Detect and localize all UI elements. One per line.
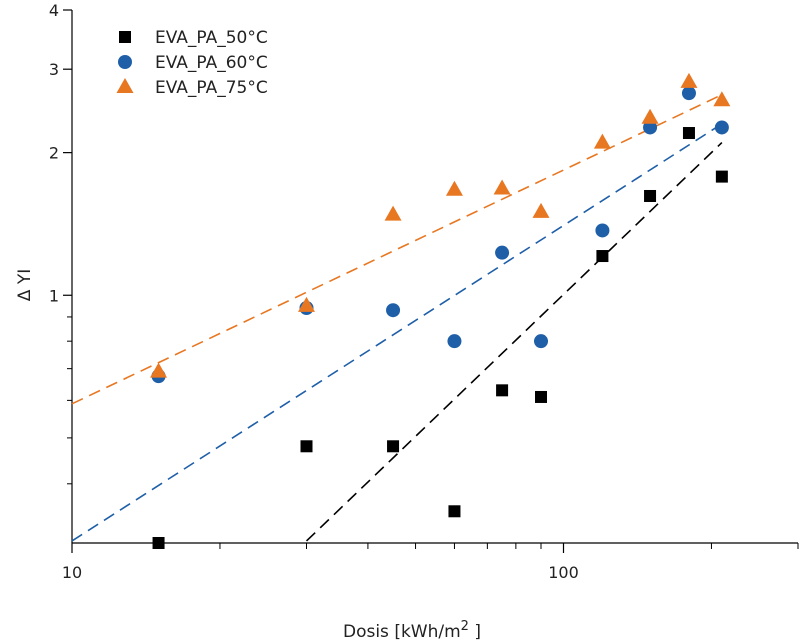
x-axis-title: Dosis [kWh/m2 ]: [343, 619, 481, 642]
x-axis-title-end: ]: [469, 622, 481, 642]
triangle-data-point: [641, 108, 659, 124]
square-data-point: [448, 505, 461, 518]
circle-data-point: [681, 86, 696, 101]
legend-label: EVA_PA_75°C: [155, 78, 268, 98]
y-axis-title: Δ YI: [15, 269, 35, 301]
circle-data-point: [714, 120, 729, 135]
x-axis-title-main: Dosis [kWh/m: [343, 622, 461, 642]
triangle-data-point: [445, 180, 463, 196]
square-data-point: [682, 127, 695, 140]
y-tick-label: 2: [49, 144, 59, 163]
x-axis-title-superscript: 2: [461, 619, 469, 634]
plot-frame: [71, 10, 798, 544]
legend-marker: [119, 31, 131, 43]
square-data-point: [152, 537, 165, 549]
triangle-data-point: [593, 133, 611, 149]
triangle-data-point: [493, 179, 511, 195]
x-tick-label: 100: [548, 563, 579, 582]
legend-label: EVA_PA_60°C: [155, 53, 268, 73]
circle-data-point: [534, 334, 549, 349]
triangle-data-point: [298, 296, 316, 312]
fit-line: [71, 94, 723, 405]
circle-data-point: [386, 303, 401, 318]
circle-data-point: [643, 120, 658, 135]
x-tick-label: 10: [62, 563, 82, 582]
circle-data-point: [495, 245, 510, 260]
triangle-data-point: [713, 91, 731, 107]
triangle-data-point: [532, 202, 550, 218]
fit-lines: [71, 94, 723, 542]
square-data-point: [644, 189, 657, 202]
circle-data-point: [595, 223, 610, 238]
axis-ticks: 10 100 1 2 3 4: [49, 1, 799, 582]
data-markers: [150, 72, 731, 549]
square-data-point: [596, 250, 609, 263]
y-tick-label: 1: [49, 286, 59, 305]
y-tick-label: 3: [49, 60, 59, 79]
circle-data-point: [447, 334, 462, 349]
square-data-point: [300, 440, 313, 453]
fit-line: [71, 123, 723, 542]
legend-label: EVA_PA_50°C: [155, 28, 268, 48]
legend: EVA_PA_50°C EVA_PA_60°C EVA_PA_75°C: [116, 28, 268, 98]
square-data-point: [715, 170, 728, 183]
square-data-point: [496, 384, 509, 397]
legend-marker: [116, 78, 134, 93]
legend-marker: [118, 55, 132, 69]
square-data-point: [387, 440, 400, 453]
fit-line: [305, 142, 723, 542]
triangle-data-point: [150, 362, 168, 378]
triangle-data-point: [680, 72, 698, 88]
y-tick-label: 4: [49, 1, 59, 20]
triangle-data-point: [384, 205, 402, 221]
square-data-point: [535, 390, 548, 403]
